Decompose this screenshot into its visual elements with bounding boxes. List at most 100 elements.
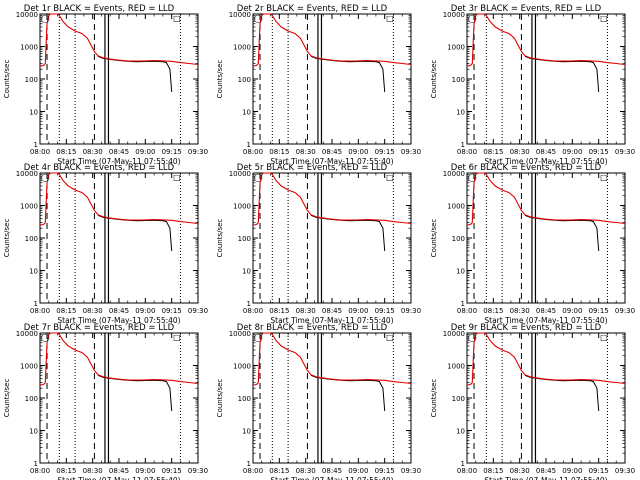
plot-frame (252, 172, 412, 304)
y-tick-label: 10 (456, 428, 465, 436)
y-tick-label: 1 (34, 300, 38, 308)
y-tick-label: 1000 (233, 44, 251, 52)
y-tick-label: 10 (29, 268, 38, 276)
x-axis-label: Start Time (07-May-11 07:55:40) (484, 476, 607, 480)
x-tick-label: 08:15 (269, 307, 289, 315)
lld-series-line (252, 172, 412, 226)
lld-series-line (252, 332, 412, 386)
x-tick-label: 08:15 (56, 148, 76, 156)
x-tick-label: 08:15 (483, 307, 503, 315)
square-annotation: □ (600, 333, 608, 342)
y-tick-label: 1000 (447, 44, 465, 52)
detector-panel-4: Det 4r BLACK = Events, RED = LLD Counts/s… (3, 163, 208, 325)
y-tick-label: 10000 (229, 330, 251, 338)
y-tick-label: 10000 (16, 330, 38, 338)
detector-panel-5: Det 5r BLACK = Events, RED = LLD Counts/s… (216, 163, 421, 325)
y-tick-label: 1 (247, 141, 251, 149)
y-tick-label: 1000 (233, 203, 251, 211)
detector-panel-2: Det 2r BLACK = Events, RED = LLD Counts/s… (216, 4, 421, 166)
circle-annotation: ◯ (41, 173, 50, 182)
y-tick-label: 1000 (20, 44, 38, 52)
circle-annotation: ◯ (41, 14, 50, 23)
x-tick-label: 08:00 (30, 307, 50, 315)
detector-panel-6: Det 6r BLACK = Events, RED = LLD Counts/s… (430, 163, 635, 325)
x-tick-label: 08:30 (510, 467, 530, 475)
square-annotation: □ (386, 14, 394, 23)
x-axis-label: Start Time (07-May-11 07:55:40) (57, 316, 180, 325)
y-tick-label: 10000 (443, 330, 465, 338)
y-axis-label: Counts/sec (216, 379, 224, 418)
x-tick-label: 08:15 (56, 467, 76, 475)
panel-title: Det 6r BLACK = Events, RED = LLD (451, 163, 602, 173)
panel-title: Det 7r BLACK = Events, RED = LLD (24, 323, 175, 333)
x-tick-label: 09:15 (162, 307, 182, 315)
x-tick-label: 08:30 (83, 148, 103, 156)
x-axis-label: Start Time (07-May-11 07:55:40) (270, 157, 393, 166)
y-tick-label: 1000 (447, 203, 465, 211)
x-tick-label: 08:45 (109, 467, 129, 475)
plot-frame (252, 332, 412, 464)
x-tick-label: 08:30 (83, 307, 103, 315)
y-tick-label: 10 (242, 428, 251, 436)
x-tick-label: 08:30 (510, 148, 530, 156)
y-tick-label: 100 (452, 395, 465, 403)
x-tick-label: 09:15 (162, 148, 182, 156)
x-tick-label: 08:15 (269, 467, 289, 475)
y-tick-label: 1000 (20, 363, 38, 371)
x-tick-label: 08:45 (322, 148, 342, 156)
x-tick-label: 08:45 (536, 307, 556, 315)
x-tick-label: 09:15 (375, 467, 395, 475)
x-tick-label: 08:45 (322, 307, 342, 315)
circle-annotation: ◯ (254, 333, 263, 342)
x-tick-label: 09:15 (589, 148, 609, 156)
y-axis-label: Counts/sec (216, 219, 224, 258)
x-tick-label: 09:30 (188, 467, 208, 475)
x-tick-label: 09:30 (615, 148, 635, 156)
y-tick-label: 1000 (20, 203, 38, 211)
x-tick-label: 09:30 (188, 307, 208, 315)
x-tick-label: 08:45 (109, 307, 129, 315)
x-tick-label: 09:15 (375, 307, 395, 315)
y-tick-label: 1 (461, 460, 465, 468)
y-tick-label: 10000 (16, 170, 38, 178)
x-tick-label: 08:30 (296, 307, 316, 315)
y-tick-label: 10 (242, 268, 251, 276)
x-tick-label: 08:15 (483, 467, 503, 475)
y-tick-label: 1000 (447, 363, 465, 371)
x-tick-label: 08:00 (30, 467, 50, 475)
y-tick-label: 100 (238, 395, 251, 403)
x-tick-label: 08:00 (457, 148, 477, 156)
lld-series-line (466, 332, 626, 386)
y-tick-label: 100 (25, 395, 38, 403)
x-tick-label: 09:30 (401, 307, 421, 315)
panel-title: Det 9r BLACK = Events, RED = LLD (451, 323, 602, 333)
panel-title: Det 4r BLACK = Events, RED = LLD (24, 163, 175, 173)
y-tick-label: 1 (247, 460, 251, 468)
panel-title: Det 1r BLACK = Events, RED = LLD (24, 4, 175, 14)
plot-frame (39, 172, 199, 304)
plot-frame (466, 332, 626, 464)
x-tick-label: 08:30 (83, 467, 103, 475)
y-tick-label: 10000 (229, 11, 251, 19)
x-tick-label: 09:30 (615, 467, 635, 475)
x-tick-label: 08:00 (457, 307, 477, 315)
x-tick-label: 09:00 (135, 467, 155, 475)
x-tick-label: 09:00 (562, 148, 582, 156)
x-tick-label: 08:45 (536, 148, 556, 156)
x-axis-label: Start Time (07-May-11 07:55:40) (270, 316, 393, 325)
x-tick-label: 09:15 (589, 467, 609, 475)
y-axis-label: Counts/sec (430, 60, 438, 99)
circle-annotation: ◯ (254, 173, 263, 182)
plot-frame (252, 13, 412, 145)
detector-panel-8: Det 8r BLACK = Events, RED = LLD Counts/s… (216, 323, 421, 480)
x-tick-label: 09:00 (348, 307, 368, 315)
panel-title: Det 3r BLACK = Events, RED = LLD (451, 4, 602, 14)
panel-title: Det 2r BLACK = Events, RED = LLD (237, 4, 388, 14)
x-tick-label: 09:15 (375, 148, 395, 156)
y-tick-label: 10 (456, 109, 465, 117)
y-tick-label: 1 (461, 300, 465, 308)
x-tick-label: 08:00 (30, 148, 50, 156)
square-annotation: □ (386, 333, 394, 342)
circle-annotation: ◯ (468, 173, 477, 182)
